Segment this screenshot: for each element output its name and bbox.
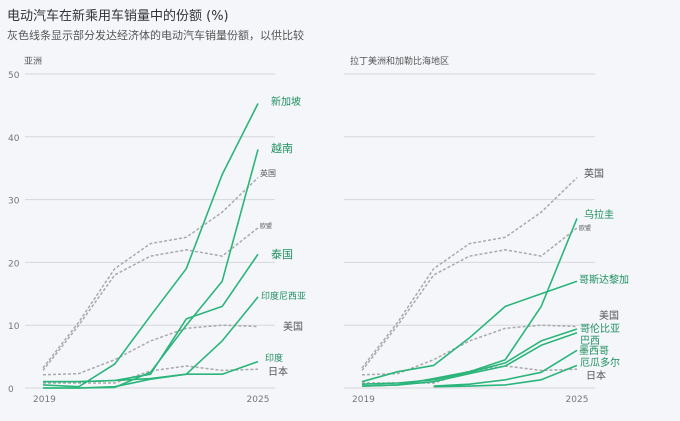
y-tick-label: 40 (8, 134, 20, 144)
y-tick-label: 50 (8, 71, 20, 81)
series-line-英国 (42, 177, 259, 369)
series-label: 美国 (599, 309, 619, 322)
series-line-日本 (362, 365, 578, 384)
series-line-新加坡 (42, 103, 259, 388)
series-line-巴西 (361, 331, 578, 387)
series-label: 印度尼西亚 (261, 290, 306, 302)
series-label: 日本 (268, 365, 288, 378)
series-line-哥伦比亚 (361, 328, 578, 385)
series-label: 美国 (283, 320, 303, 333)
series-label: 厄瓜多尔 (580, 356, 620, 369)
y-tick-label: 0 (8, 385, 14, 395)
series-label: 泰国 (271, 247, 293, 261)
series-line-越南 (43, 149, 259, 389)
series-line-印度 (43, 360, 259, 383)
series-label: 欧盟 (579, 224, 591, 232)
series-label: 英国 (584, 167, 604, 180)
series-label: 哥斯达黎加 (579, 273, 629, 286)
y-tick-label: 30 (8, 197, 20, 207)
series-line-日本 (43, 365, 259, 384)
series-label: 日本 (586, 369, 606, 382)
x-tick-label: 2025 (566, 395, 589, 405)
series-label: 越南 (271, 141, 293, 155)
chart-subtitle: 灰色线条显示部分发达经济体的电动汽车销量份额，以供比较 (7, 29, 304, 42)
series-line-欧盟 (42, 227, 259, 371)
series-label: 新加坡 (271, 95, 301, 108)
x-tick-label: 2025 (247, 395, 270, 405)
y-tick-label: 20 (8, 259, 20, 269)
chart-title: 电动汽车在新乘用车销量中的份额 (%) (7, 9, 229, 24)
panel-title: 亚洲 (24, 56, 42, 67)
series-label: 哥伦比亚 (580, 322, 620, 335)
series-line-英国 (361, 177, 578, 369)
series-label: 巴西 (580, 335, 600, 347)
series-line-美国 (361, 324, 578, 376)
series-label: 英国 (260, 168, 276, 178)
panel-title: 拉丁美洲和加勒比海地区 (350, 55, 449, 67)
series-label: 墨西哥 (579, 345, 609, 357)
series-label: 印度 (265, 352, 283, 364)
y-tick-label: 10 (8, 322, 20, 332)
series-line-泰国 (43, 253, 259, 383)
series-label: 乌拉圭 (584, 208, 614, 221)
series-line-哥斯达黎加 (361, 280, 578, 383)
series-line-美国 (42, 324, 259, 376)
x-tick-label: 2019 (352, 395, 375, 405)
x-tick-label: 2019 (33, 395, 56, 405)
series-line-墨西哥 (433, 349, 578, 387)
series-line-欧盟 (361, 227, 578, 371)
series-line-厄瓜多尔 (433, 364, 578, 388)
series-label: 欧盟 (260, 222, 272, 230)
